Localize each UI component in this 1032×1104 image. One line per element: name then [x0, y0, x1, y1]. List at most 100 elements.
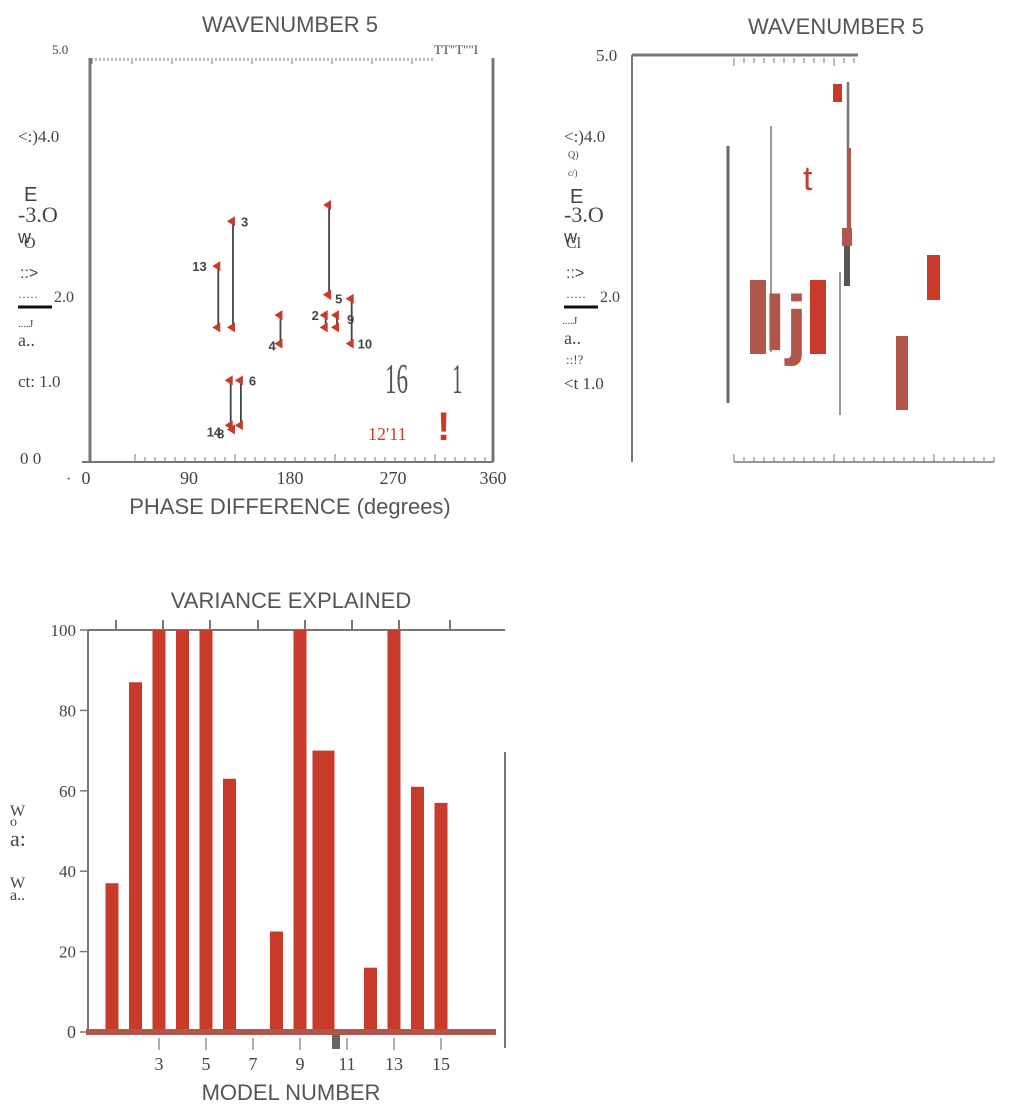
- point-6-marker-top: [234, 375, 243, 386]
- point-9-marker-bottom: [330, 322, 339, 333]
- bar-model-10: [312, 750, 335, 1032]
- bars-top-ruler: [733, 58, 855, 66]
- variance-y-label-a2: a..: [10, 887, 25, 904]
- variance-x-tick-7: 7: [249, 1054, 258, 1074]
- phase-y-frag-dots: ·····: [18, 290, 38, 304]
- phase-y-frag-3: -3.O: [18, 202, 58, 227]
- bar-model-8: [270, 931, 283, 1032]
- variance-y-tick-80: 80: [59, 701, 76, 720]
- bar-model-1: [105, 883, 119, 1032]
- phase-y-frag-u: ::>: [20, 265, 38, 282]
- variance-y-ticks: 0 20 40 60 80 100: [51, 621, 88, 1042]
- phase-top-ruler-label: TT"T""I: [434, 42, 478, 57]
- point-3-marker-top: [226, 216, 235, 227]
- bars-y-tick-5: 5.0: [596, 46, 617, 65]
- phase-stray-16: 16: [385, 357, 408, 403]
- bar-model-14: [411, 786, 424, 1032]
- point-2-marker-top: [319, 310, 328, 321]
- variance-x-tick-5: 5: [202, 1054, 211, 1074]
- bar-model-4: [176, 630, 189, 1032]
- point-9-label: 9: [347, 312, 354, 327]
- phase-bottom-ruler: [134, 454, 486, 462]
- variance-chart-panel: VARIANCE EXPLAINED 0 20 40 60 80 100 3 5 7 9 11 13…: [10, 588, 506, 1104]
- point-13-marker-top: [212, 261, 221, 272]
- variance-baseline: [86, 1029, 496, 1035]
- variance-x-tick-13: 13: [385, 1054, 403, 1074]
- phase-stray-1211: 12'11: [368, 424, 407, 444]
- bars-mark-c: [896, 336, 908, 410]
- point-14-marker-bottom: [224, 420, 233, 431]
- bar-model-2: [129, 682, 142, 1032]
- variance-y-tick-60: 60: [59, 782, 76, 801]
- phase-top-ruler: [91, 58, 433, 64]
- point-8-label: 8: [217, 426, 224, 441]
- variance-x-ticks: 3 5 7 9 11 13 15: [155, 1038, 450, 1074]
- phase-y-frag-e: E: [24, 184, 37, 206]
- bars-y-frag-dots: ·····: [566, 290, 586, 304]
- bars-y-frag-q: Q): [568, 150, 579, 161]
- bars-y-tick-1: <t 1.0: [564, 374, 604, 393]
- point-10-label: 10: [358, 337, 372, 352]
- phase-x-label: PHASE DIFFERENCE (degrees): [129, 494, 451, 519]
- phase-stray-bang: !: [437, 405, 450, 449]
- phase-x-tick-0: 0: [82, 468, 91, 488]
- variance-y-tick-20: 20: [59, 943, 76, 962]
- phase-data-layer: 2 3 4 5 6 8 9 10 13 14: [192, 199, 372, 441]
- bars-y-frag-cl: Cl: [566, 235, 582, 252]
- bars-y-frag-u: ::>: [566, 265, 584, 282]
- bars-glyph-t: t: [803, 160, 813, 198]
- variance-y-label-w2: W: [10, 875, 26, 892]
- bars-y-tick-4: <:)4.0: [564, 127, 605, 146]
- point-14-marker-top: [224, 375, 233, 386]
- variance-y-tick-0: 0: [67, 1022, 76, 1042]
- bars-mark-a: [750, 280, 766, 354]
- point-2-marker-bottom: [319, 322, 328, 333]
- variance-chart-title: VARIANCE EXPLAINED: [171, 588, 411, 613]
- variance-x-tick-9: 9: [296, 1054, 305, 1074]
- point-9-marker-top: [330, 310, 339, 321]
- bars-mark-dark: [844, 246, 850, 286]
- bar-model-15: [434, 802, 448, 1032]
- point-10-marker-top: [345, 293, 354, 304]
- point-4-marker-top: [274, 310, 283, 321]
- bar-model-6: [223, 778, 236, 1032]
- point-1-marker-top: [323, 199, 332, 210]
- variance-top-ticks: [115, 620, 451, 630]
- point-13-label: 13: [192, 259, 206, 274]
- point-14-label: 14: [207, 424, 222, 439]
- phase-y-frag-j: ....J: [18, 318, 34, 330]
- bar-model-3: [152, 630, 166, 1032]
- point-4-marker-bottom: [274, 338, 283, 349]
- phase-chart-panel: WAVENUMBER 5 5.0 TT"T""I <:)4.0 E -3.O w…: [17, 12, 507, 519]
- bars-mark-small: [842, 228, 852, 246]
- phase-x-tick-270: 270: [380, 468, 407, 488]
- point-6-marker-bottom: [234, 420, 243, 431]
- point-5-label: 5: [335, 292, 342, 307]
- bars-mark-d: [927, 255, 940, 300]
- variance-baseline-mark: [332, 1035, 340, 1049]
- bars-y-frag-q2: ::!?: [566, 352, 584, 367]
- bar-model-12: [364, 967, 377, 1032]
- variance-x-tick-15: 15: [432, 1054, 450, 1074]
- point-2-label: 2: [312, 308, 319, 323]
- variance-x-tick-11: 11: [338, 1054, 355, 1074]
- variance-y-label-a: a:: [10, 826, 26, 851]
- phase-y-frag-a: a..: [18, 330, 35, 350]
- point-13-marker-bottom: [212, 322, 221, 333]
- phase-y-tick-5: 5.0: [52, 42, 68, 57]
- phase-y-tick-4: <:)4.0: [18, 127, 59, 146]
- bar-model-9: [293, 630, 307, 1032]
- phase-y-tick-0: 0 0: [20, 449, 41, 468]
- variance-x-label: MODEL NUMBER: [202, 1080, 381, 1104]
- bars-y-frag-w: w: [563, 227, 578, 247]
- variance-x-tick-3: 3: [155, 1054, 164, 1074]
- phase-x-dot: ·: [66, 471, 71, 488]
- phase-x-tick-180: 180: [277, 468, 304, 488]
- bar-model-13: [387, 630, 401, 1032]
- bars-bottom-ruler: [733, 454, 995, 463]
- bars-y-frag-e: E: [570, 186, 583, 208]
- bars-chart-title: WAVENUMBER 5: [748, 14, 924, 39]
- phase-stray-1: 1: [452, 356, 462, 403]
- variance-bars: [105, 630, 448, 1032]
- point-10-marker-bottom: [345, 338, 354, 349]
